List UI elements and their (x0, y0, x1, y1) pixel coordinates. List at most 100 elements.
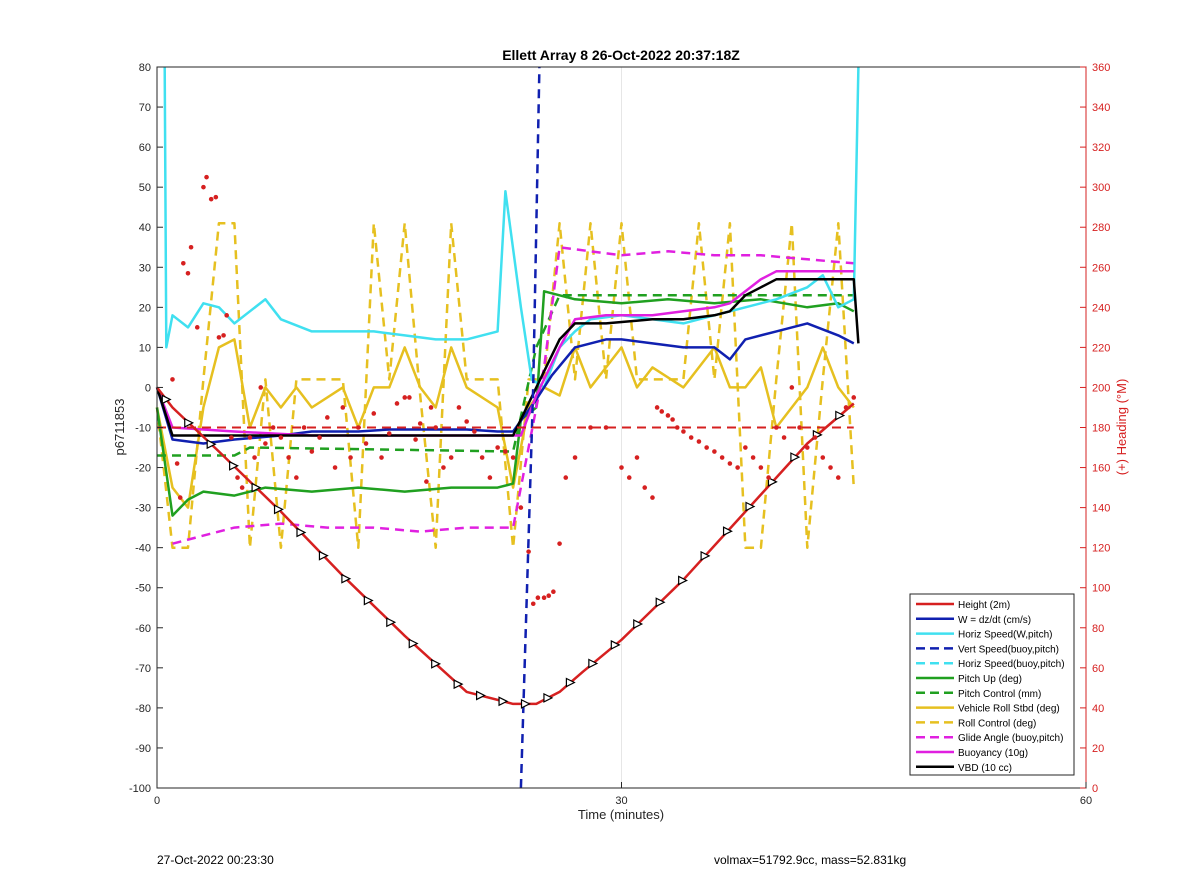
series-line-6 (157, 294, 854, 457)
legend-label-9: Glide Angle (buoy,pitch) (958, 733, 1063, 744)
y2-axis-label: (+) Heading (°M) (1114, 379, 1129, 476)
heading-point-16 (239, 485, 245, 490)
heading-point-41 (417, 421, 423, 426)
height-marker-7 (318, 550, 329, 561)
height-marker-9 (363, 595, 374, 606)
footer-volmax-mass: volmax=51792.9cc, mass=52.831kg (714, 853, 907, 867)
legend-label-1: W = dz/dt (cm/s) (958, 615, 1031, 626)
heading-point-78 (688, 435, 694, 440)
heading-point-84 (735, 465, 740, 470)
legend-label-2: Horiz Speed(W,pitch) (958, 630, 1052, 641)
y-tick-label-9: -10 (135, 423, 151, 435)
series-line-9 (172, 246, 854, 545)
heading-point-99 (851, 395, 857, 400)
heading-point-76 (674, 425, 680, 430)
y2-tick-label-16: 40 (1092, 703, 1104, 715)
height-marker-25 (722, 526, 733, 537)
y-tick-label-15: -70 (135, 663, 151, 675)
heading-point-3 (181, 260, 186, 266)
heading-point-77 (681, 429, 686, 434)
heading-point-65 (588, 425, 593, 430)
heading-point-2 (177, 495, 183, 500)
legend-box (909, 593, 1075, 776)
heading-point-68 (626, 475, 632, 480)
y-tick-label-2: 60 (139, 142, 151, 154)
y2-tick-label-13: 100 (1092, 583, 1110, 595)
heading-point-83 (727, 461, 733, 466)
height-marker-11 (408, 638, 419, 649)
heading-point-82 (719, 455, 725, 460)
heading-point-28 (325, 415, 330, 420)
heading-point-35 (379, 455, 384, 460)
heading-point-69 (634, 455, 640, 460)
heading-point-13 (224, 313, 229, 318)
heading-point-36 (386, 431, 392, 436)
legend-label-3: Vert Speed(buoy,pitch) (958, 644, 1059, 655)
height-marker-13 (453, 679, 464, 690)
heading-point-86 (750, 455, 756, 460)
height-marker-19 (588, 658, 599, 669)
y2-tick-label-2: 320 (1092, 142, 1110, 154)
heading-point-61 (551, 589, 556, 595)
legend-label-7: Vehicle Roll Stbd (deg) (958, 704, 1060, 715)
heading-point-58 (535, 595, 541, 601)
heading-point-55 (518, 505, 524, 510)
x-axis: 0 30 60 (154, 782, 1092, 807)
y2-tick-label-17: 20 (1092, 743, 1104, 755)
heading-point-29 (332, 465, 338, 470)
height-marker-3 (229, 460, 239, 471)
height-marker-18 (565, 677, 576, 688)
heading-point-50 (479, 455, 485, 460)
height-marker-10 (386, 617, 397, 628)
heading-point-43 (428, 405, 434, 410)
x-axis-label: Time (minutes) (578, 807, 664, 822)
series-line-8 (155, 221, 856, 549)
heading-point-11 (216, 335, 222, 340)
heading-point-23 (286, 455, 291, 460)
y2-tick-label-10: 160 (1092, 463, 1110, 475)
heading-point-64 (572, 455, 578, 460)
x-tick-label-2: 60 (1080, 795, 1092, 807)
y-tick-label-1: 70 (139, 102, 151, 114)
legend-label-10: Buoyancy (10g) (958, 748, 1028, 759)
y-tick-label-10: -20 (135, 463, 151, 475)
height-marker-5 (273, 504, 284, 515)
heading-point-47 (456, 405, 462, 410)
height-marker-0 (161, 394, 172, 405)
heading-point-20 (263, 441, 268, 446)
heading-point-98 (843, 405, 849, 410)
heading-point-19 (258, 385, 264, 390)
height-marker-27 (767, 476, 778, 487)
height-marker-2 (206, 439, 217, 450)
y2-tick-label-4: 280 (1092, 222, 1110, 234)
y-tick-label-14: -60 (135, 623, 151, 635)
legend: Height (2m) W = dz/dt (cm/s) Horiz Speed(W… (909, 593, 1075, 776)
heading-point-74 (665, 413, 671, 418)
legend-label-6: Pitch Control (mm) (958, 689, 1041, 700)
y-tick-label-13: -50 (135, 583, 151, 595)
heading-point-91 (789, 385, 795, 390)
heading-point-53 (503, 449, 508, 454)
heading-point-40 (413, 437, 418, 442)
y-tick-label-8: 0 (145, 382, 151, 394)
heading-point-12 (221, 333, 226, 338)
heading-point-96 (828, 465, 833, 470)
heading-point-73 (659, 409, 665, 414)
heading-point-52 (495, 445, 500, 450)
left-y-axis: 80 70 60 50 40 30 20 10 0 -10 -20 -30 -40 -50 -60 -70 -8… (129, 62, 163, 795)
x-tick-label-0: 0 (154, 795, 160, 807)
x-tick-label-1: 30 (615, 795, 627, 807)
heading-point-85 (743, 445, 748, 450)
right-y-axis: 3603403203002802602402202001801601401201… (1080, 62, 1110, 795)
height-marker-4 (251, 482, 262, 493)
y2-tick-label-6: 240 (1092, 302, 1110, 314)
legend-label-11: VBD (10 cc) (958, 763, 1012, 774)
y-tick-label-11: -30 (135, 503, 151, 515)
legend-label-5: Pitch Up (deg) (958, 674, 1022, 685)
y2-tick-label-8: 200 (1092, 382, 1110, 394)
heading-point-63 (563, 475, 569, 480)
height-marker-6 (296, 527, 307, 538)
heading-point-33 (363, 441, 369, 446)
y2-tick-label-14: 80 (1092, 623, 1104, 635)
heading-point-51 (487, 475, 493, 480)
